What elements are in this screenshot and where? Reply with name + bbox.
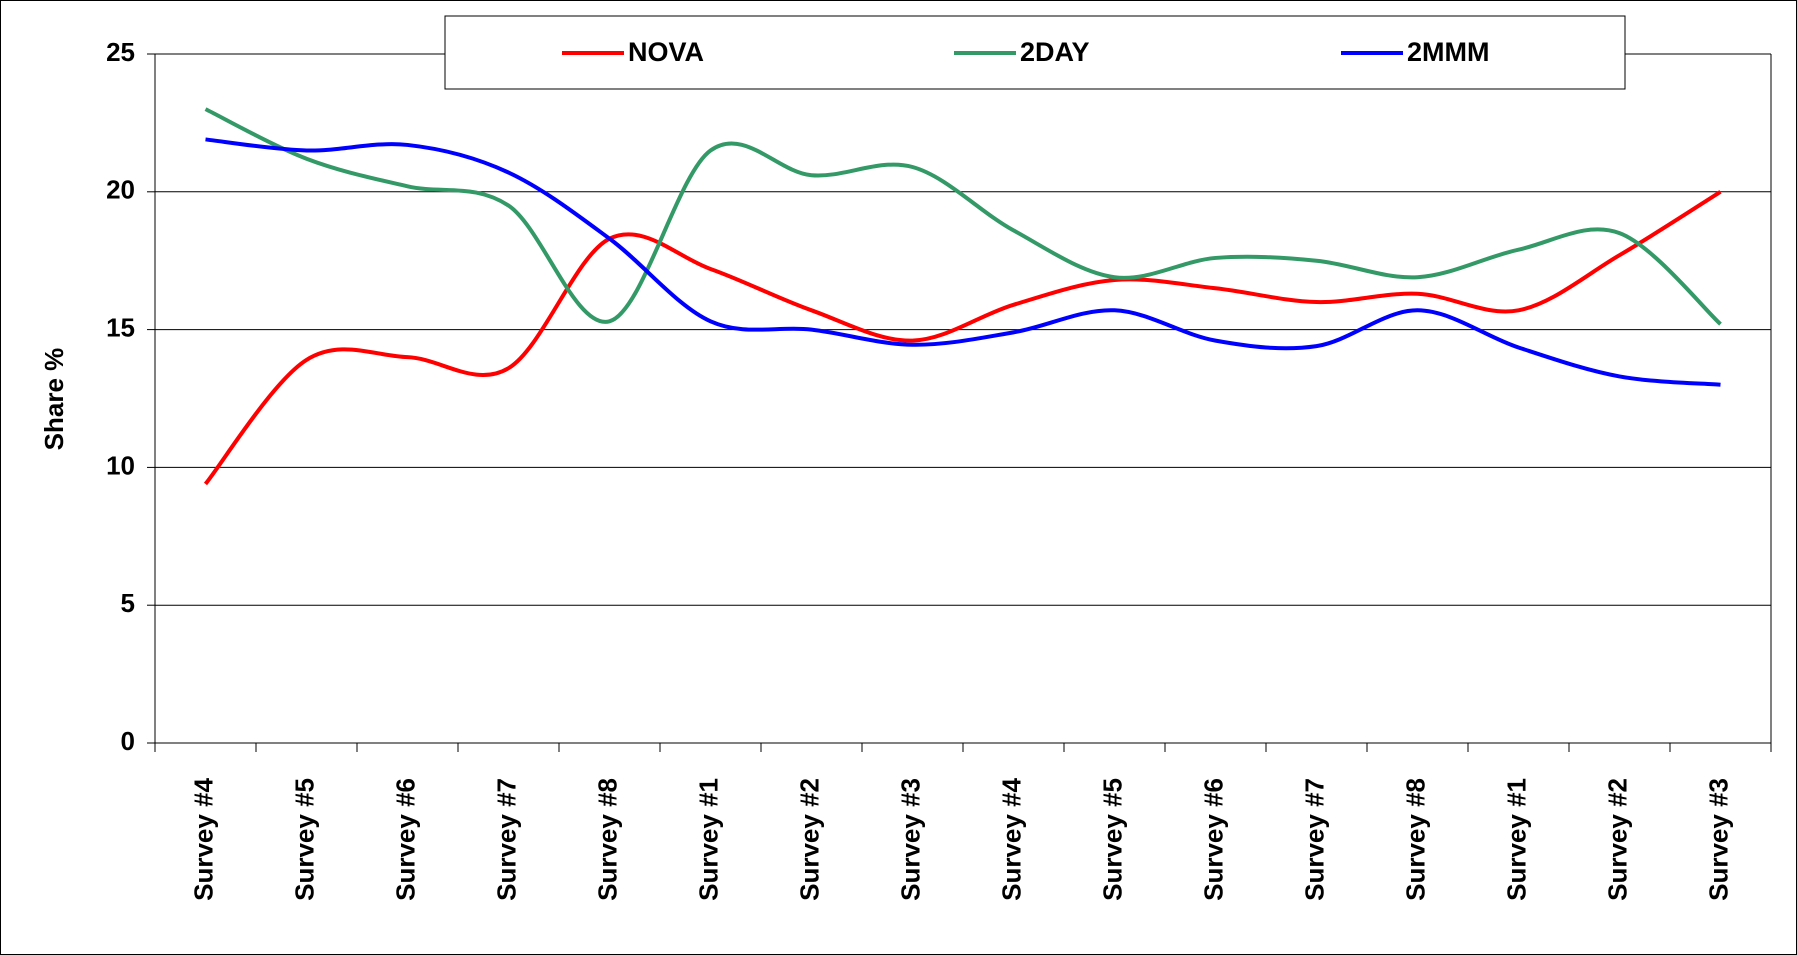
y-tick-label: 10	[106, 450, 135, 480]
x-tick-label: Survey #1	[1501, 778, 1531, 901]
x-tick-label: Survey #3	[1703, 778, 1733, 901]
legend-label: 2MMM	[1407, 37, 1490, 67]
y-tick-label: 25	[106, 37, 135, 67]
x-tick-label: Survey #6	[1198, 778, 1228, 901]
y-tick-label: 0	[121, 726, 135, 756]
y-tick-label: 20	[106, 175, 135, 205]
x-tick-label: Survey #2	[794, 778, 824, 901]
x-tick-label: Survey #1	[693, 778, 723, 901]
x-tick-label: Survey #7	[1299, 778, 1329, 901]
x-tick-label: Survey #2	[1602, 778, 1632, 901]
series-line	[205, 137, 1721, 387]
y-tick-label: 15	[106, 312, 135, 342]
x-tick-label: Survey #3	[895, 778, 925, 901]
x-tick-label: Survey #6	[390, 778, 420, 901]
x-tick-label: Survey #7	[491, 778, 521, 901]
series-line	[204, 107, 1722, 326]
x-tick-label: Survey #4	[188, 777, 218, 900]
x-tick-label: Survey #8	[592, 778, 622, 901]
x-tick-label: Survey #8	[1400, 778, 1430, 901]
series-line	[203, 190, 1722, 486]
x-tick-label: Survey #4	[996, 777, 1026, 900]
x-tick-label: Survey #5	[289, 778, 319, 901]
legend-label: NOVA	[628, 37, 704, 67]
x-tick-label: Survey #5	[1097, 778, 1127, 901]
legend-box	[444, 15, 1626, 90]
y-axis-label: Share %	[39, 348, 69, 451]
legend-label: 2DAY	[1020, 37, 1090, 67]
y-tick-label: 5	[121, 588, 135, 618]
